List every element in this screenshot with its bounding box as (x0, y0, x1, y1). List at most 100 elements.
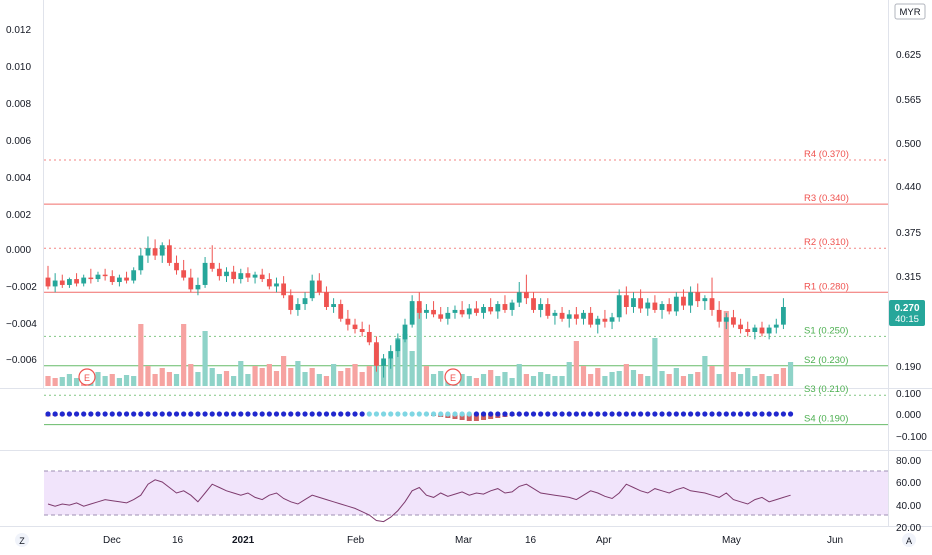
price-tick-label: 0.190 (896, 362, 921, 373)
candlestick-series[interactable] (46, 236, 786, 377)
macd-signal-dot (688, 411, 693, 416)
volume-bar (288, 368, 293, 386)
macd-signal-dot (517, 411, 522, 416)
candle-body (138, 256, 143, 271)
candle-body (296, 304, 301, 310)
volume-bar (117, 378, 122, 386)
candle-body (203, 263, 208, 285)
macd-signal-dot (160, 411, 165, 416)
time-label: May (722, 535, 741, 546)
macd-signal-dot (445, 411, 450, 416)
macd-signal-dot (210, 411, 215, 416)
volume-bar (431, 374, 436, 386)
left-tick-label: 0.002 (6, 210, 31, 221)
earnings-marker[interactable]: E (79, 369, 95, 385)
timezone-button-label: Z (19, 536, 25, 546)
volume-bar (752, 376, 757, 386)
candle-body (238, 273, 243, 279)
candle-body (681, 297, 686, 306)
price-tick-label: 0.375 (896, 228, 921, 239)
left-axis[interactable]: 0.012 0.010 0.008 0.006 0.004 0.002 0.00… (6, 25, 37, 366)
candle-body (567, 314, 572, 318)
candle-body (695, 292, 700, 301)
candle-body (167, 245, 172, 263)
volume-bar (160, 368, 165, 386)
auto-scale-button[interactable]: A (902, 533, 916, 547)
macd-signal-dot (381, 411, 386, 416)
candle-body (645, 303, 650, 309)
macd-signal-dot (481, 411, 486, 416)
candle-body (438, 314, 443, 318)
macd-signal-dot (745, 411, 750, 416)
candle-body (260, 275, 265, 279)
time-label: 16 (525, 535, 537, 546)
macd-signal-dot (581, 411, 586, 416)
macd-signal-dot (81, 411, 86, 416)
candle-body (153, 248, 158, 255)
candle-body (217, 269, 222, 276)
macd-axis[interactable]: 0.100 0.000 −0.100 (896, 389, 927, 443)
volume-bar (224, 371, 229, 386)
candle-body (617, 295, 622, 317)
volume-bar (124, 375, 129, 386)
macd-signal-dot (110, 411, 115, 416)
macd-indicator[interactable] (45, 411, 793, 421)
volume-bar (652, 338, 657, 386)
left-tick-label: 0.006 (6, 136, 31, 147)
candle-body (624, 295, 629, 307)
time-axis[interactable]: Dec 16 2021 Feb Mar 16 Apr May Jun (103, 535, 843, 546)
volume-bar (267, 364, 272, 386)
candle-body (417, 301, 422, 313)
pivot-label: R3 (0.340) (804, 193, 849, 204)
time-label: Jun (827, 535, 843, 546)
macd-signal-dot (231, 411, 236, 416)
volume-bar (131, 376, 136, 386)
macd-signal-dot (410, 411, 415, 416)
volume-bar (781, 368, 786, 386)
macd-signal-dot (295, 411, 300, 416)
volume-bar (588, 374, 593, 386)
macd-signal-dot (331, 411, 336, 416)
left-tick-label: 0.010 (6, 62, 31, 73)
volume-bar (524, 374, 529, 386)
earnings-letter: E (84, 373, 90, 383)
volume-bar (153, 374, 158, 386)
macd-signal-dot (360, 411, 365, 416)
rsi-axis[interactable]: 80.00 60.00 40.00 20.00 (896, 456, 921, 534)
macd-signal-dot (574, 411, 579, 416)
candle-body (524, 292, 529, 298)
macd-signal-dot (731, 411, 736, 416)
candle-body (603, 319, 608, 322)
volume-bar (245, 374, 250, 386)
volume-bar (252, 366, 257, 386)
earnings-marker[interactable]: E (445, 369, 461, 385)
macd-signal-dot (467, 411, 472, 416)
timezone-button[interactable]: Z (15, 533, 29, 547)
macd-signal-dot (767, 411, 772, 416)
candle-body (545, 304, 550, 316)
volume-bar (188, 364, 193, 386)
candle-body (403, 325, 408, 340)
candle-body (660, 304, 665, 310)
macd-signal-dot (67, 411, 72, 416)
candle-body (517, 292, 522, 302)
macd-signal-dot (238, 411, 243, 416)
volume-bar (502, 372, 507, 386)
macd-signal-dot (659, 411, 664, 416)
macd-signal-dot (224, 411, 229, 416)
candle-body (246, 273, 251, 277)
macd-signal-dot (788, 411, 793, 416)
macd-signal-dot (352, 411, 357, 416)
pivot-label: S1 (0.250) (804, 325, 848, 336)
macd-signal-dot (53, 411, 58, 416)
macd-signal-dot (488, 411, 493, 416)
currency-badge[interactable]: MYR (895, 4, 925, 19)
macd-signal-dot (452, 411, 457, 416)
time-label: Feb (347, 535, 365, 546)
volume-bar (474, 378, 479, 386)
volume-bar (531, 376, 536, 386)
macd-signal-dot (674, 411, 679, 416)
candle-body (702, 298, 707, 301)
price-tick-label: 0.500 (896, 139, 921, 150)
